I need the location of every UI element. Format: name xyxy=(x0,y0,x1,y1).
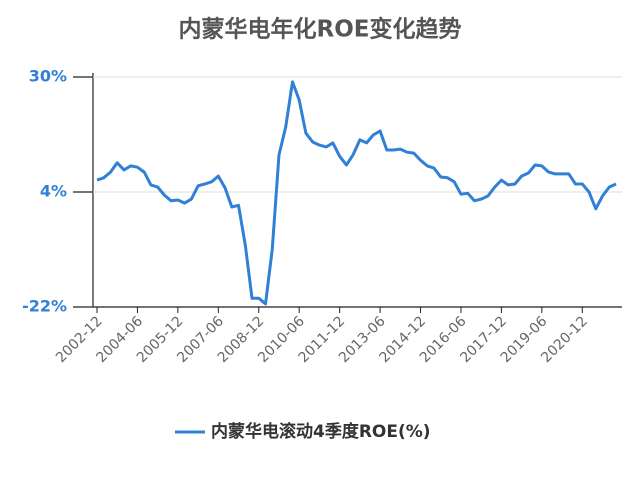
y-tick-label: 4% xyxy=(40,182,67,201)
y-tick-label: 30% xyxy=(29,67,67,86)
y-tick-label: -22% xyxy=(22,297,67,316)
chart-title: 内蒙华电年化ROE变化趋势 xyxy=(179,16,462,43)
legend-label: 内蒙华电滚动4季度ROE(%) xyxy=(211,421,431,442)
data-line xyxy=(96,80,617,306)
